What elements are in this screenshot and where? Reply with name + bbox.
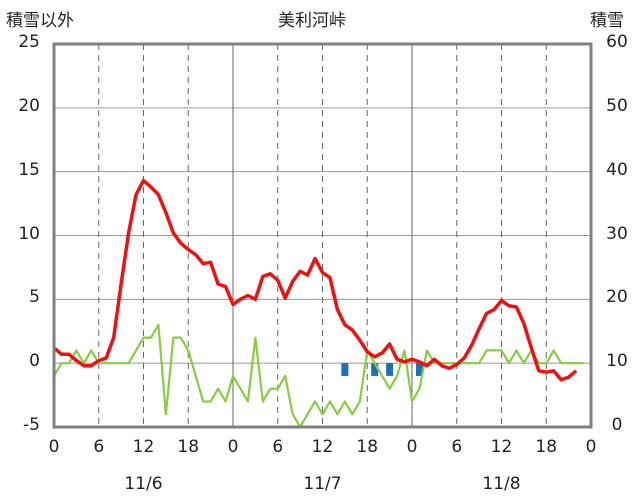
left-tick-label: -5 <box>23 415 40 435</box>
left-tick-label: 10 <box>18 223 40 244</box>
x-tick-label: 6 <box>272 437 284 457</box>
snowfall-bar <box>341 363 349 376</box>
snowfall-bars <box>341 363 423 376</box>
snowfall-bar <box>386 363 394 376</box>
day-label: 11/7 <box>303 474 342 494</box>
wind-line <box>53 323 584 429</box>
snowfall-bar <box>371 363 379 376</box>
right-tick-label: 30 <box>606 223 628 244</box>
left-tick-label: 5 <box>29 287 40 308</box>
right-axis-title: 積雪 <box>590 11 624 31</box>
x-tick-label: 18 <box>535 437 558 457</box>
x-tick-label: 0 <box>585 437 597 457</box>
plot-frame <box>52 42 593 429</box>
x-tick-label: 0 <box>48 437 60 457</box>
day-label: 11/6 <box>124 474 163 494</box>
temperature-line <box>52 178 578 382</box>
right-tick-label: 10 <box>606 351 628 372</box>
right-tick-label: 60 <box>606 32 628 52</box>
day-label: 11/8 <box>482 474 521 494</box>
left-tick-label: 20 <box>18 95 40 116</box>
x-tick-label: 12 <box>132 437 155 457</box>
grid-lines <box>54 44 591 427</box>
x-tick-label: 12 <box>490 437 513 457</box>
left-tick-label: 25 <box>18 32 40 52</box>
x-tick-label: 18 <box>177 437 200 457</box>
snowfall-bar <box>415 363 423 376</box>
right-tick-label: 50 <box>606 95 628 116</box>
chart-title: 美利河峠 <box>278 11 346 31</box>
x-tick-label: 0 <box>227 437 239 457</box>
x-tick-label: 6 <box>93 437 105 457</box>
left-axis-title: 積雪以外 <box>6 11 74 31</box>
left-tick-label: 15 <box>18 159 40 180</box>
right-tick-label: 40 <box>606 159 628 180</box>
right-tick-label: 20 <box>606 287 628 308</box>
x-tick-label: 12 <box>311 437 334 457</box>
x-tick-label: 18 <box>356 437 379 457</box>
x-tick-label: 6 <box>451 437 463 457</box>
right-tick-label: 0 <box>611 415 623 435</box>
left-tick-label: 0 <box>29 351 40 372</box>
x-tick-label: 0 <box>406 437 418 457</box>
